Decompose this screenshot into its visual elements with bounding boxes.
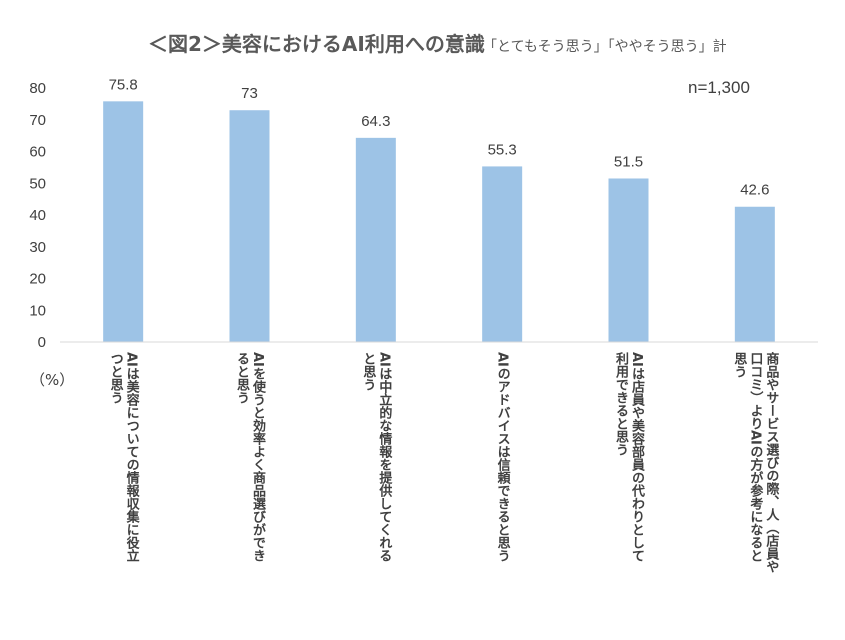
y-tick-label: 80 <box>29 80 46 97</box>
bar-value-label: 42.6 <box>740 182 769 199</box>
y-tick-label: 30 <box>29 239 46 256</box>
y-axis-unit: （%） <box>30 371 74 389</box>
category-label: AIは美容についての情報収集に役立 <box>124 352 141 562</box>
y-tick-label: 60 <box>29 144 46 161</box>
bar <box>355 137 396 342</box>
bar <box>608 178 649 342</box>
category-label: つと思う <box>108 352 124 404</box>
y-tick-label: 50 <box>29 175 46 192</box>
bar <box>734 206 775 342</box>
category-label: ると思う <box>234 352 250 404</box>
y-tick-label: 70 <box>29 112 46 129</box>
category-label: AIは中立的な情報を提供してくれる <box>376 352 393 562</box>
chart-subtitle: 「とてもそう思う」「ややそう思う」計 <box>483 39 727 55</box>
y-tick-label: 0 <box>38 334 46 351</box>
bars <box>103 101 775 343</box>
bar-value-label: 55.3 <box>488 141 517 158</box>
category-label: 思う <box>731 352 747 378</box>
bar-value-label: 75.8 <box>109 76 138 93</box>
chart-title: ＜図2＞美容におけるAI利用への意識 「とてもそう思う」「ややそう思う」計 <box>148 32 727 56</box>
bar-value-label: 51.5 <box>614 153 643 170</box>
bar <box>103 101 144 343</box>
y-axis: 0 10 20 30 40 50 60 70 80 <box>29 80 46 351</box>
bar-value-label: 64.3 <box>361 113 390 130</box>
y-tick-label: 40 <box>29 207 46 224</box>
category-label: AIを使うと効率よく商品選びができ <box>250 352 267 562</box>
category-label: 商品やサービス選びの際、人（店員や <box>763 351 780 573</box>
bar <box>482 166 523 342</box>
bar-value-label: 73 <box>241 85 258 102</box>
category-label: 口コミ）よりAIの方が参考になると <box>747 352 764 562</box>
sample-size-note: n=1,300 <box>688 78 750 97</box>
category-label: AIは店員や美容部員の代わりとして <box>629 352 646 562</box>
chart-title-main: ＜図2＞美容におけるAI利用への意識 <box>148 32 485 56</box>
y-tick-label: 10 <box>29 302 46 319</box>
bar <box>229 110 270 342</box>
category-label: と思う <box>360 352 376 391</box>
y-tick-label: 20 <box>29 271 46 288</box>
category-label: 利用できると思う <box>613 351 630 456</box>
data-labels: 75.8 73 64.3 55.3 51.5 42.6 <box>109 76 770 198</box>
category-label: AIのアドバイスは信頼できると思う <box>495 352 512 562</box>
